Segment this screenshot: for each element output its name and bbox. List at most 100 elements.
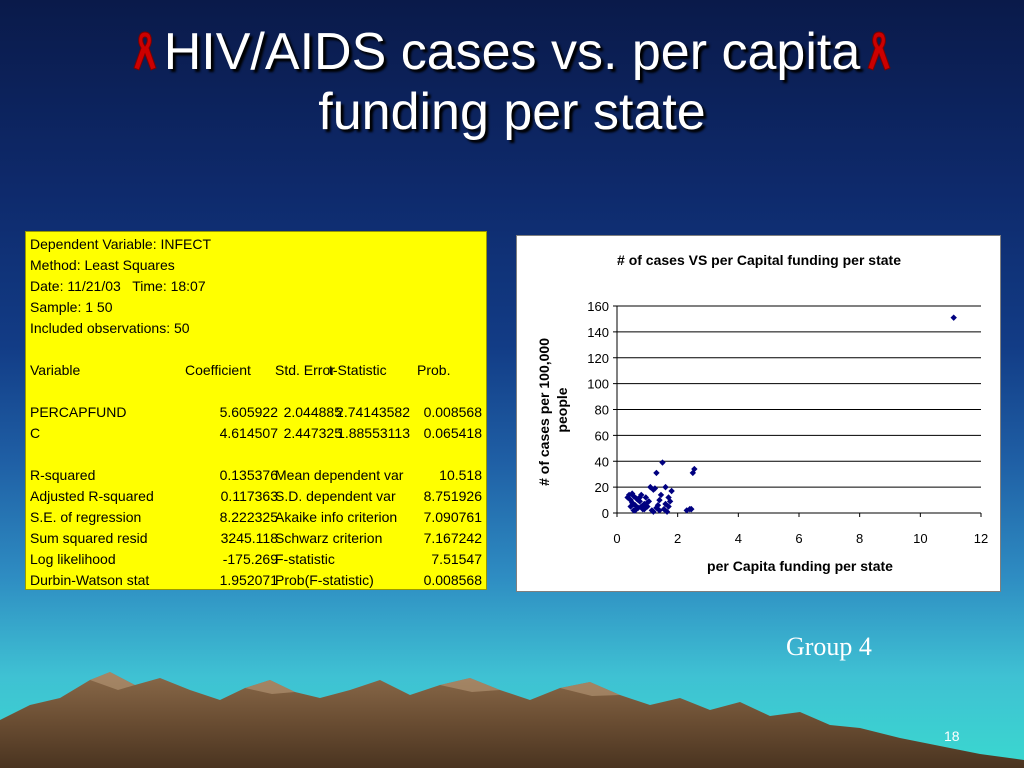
- aids-ribbon-icon: [867, 31, 891, 71]
- group-label: Group 4: [786, 632, 872, 661]
- y-tick-label: 40: [595, 454, 609, 469]
- x-tick-label: 8: [856, 531, 863, 546]
- scatter-chart-panel: # of cases VS per Capital funding per st…: [516, 235, 1001, 592]
- data-point: [659, 459, 666, 466]
- stat-label-2: Akaike info criterion: [275, 509, 398, 525]
- stat-value-2: 8.751926: [423, 488, 482, 504]
- coef-value: 4.614507: [219, 425, 278, 441]
- y-tick-label: 120: [587, 351, 609, 366]
- x-axis-label: per Capita funding per state: [707, 558, 893, 574]
- header-coefficient: Coefficient: [185, 362, 251, 378]
- coef-prob: 0.008568: [423, 404, 482, 420]
- stat-value: 0.135376: [219, 467, 278, 483]
- chart-title: # of cases VS per Capital funding per st…: [617, 252, 901, 268]
- stat-value-2: 7.167242: [423, 530, 482, 546]
- x-tick-label: 0: [613, 531, 620, 546]
- stat-label-2: F-statistic: [275, 551, 335, 567]
- axes: [613, 305, 982, 517]
- data-point: [691, 465, 698, 473]
- stat-label: S.E. of regression: [30, 509, 142, 525]
- tick-labels: 0 20 40 60 80 100 120 140 160 0 2 4 6 8 10 12: [587, 299, 988, 546]
- coef-prob: 0.065418: [423, 425, 482, 441]
- header-prob: Prob.: [417, 362, 451, 378]
- header-variable: Variable: [30, 362, 81, 378]
- x-tick-label: 12: [974, 531, 988, 546]
- mountain-range-illustration: [0, 672, 1024, 768]
- y-axis-label: # of cases per 100,000 people: [536, 334, 570, 486]
- header-row: Variable Coefficient Std. Error t-Statis…: [26, 360, 486, 381]
- y-tick-label: 140: [587, 325, 609, 340]
- title-line-2: funding per state: [318, 83, 706, 141]
- y-tick-label: 80: [595, 403, 609, 418]
- info-row: Dependent Variable: INFECT: [26, 234, 486, 255]
- stat-row: R-squared 0.135376 Mean dependent var 10…: [26, 465, 486, 486]
- stat-row: Durbin-Watson stat 1.952071 Prob(F-stati…: [26, 570, 486, 591]
- x-tick-label: 4: [735, 531, 742, 546]
- coef-variable: PERCAPFUND: [30, 404, 127, 420]
- info-date: Date: 11/21/03 Time: 18:07: [30, 278, 206, 294]
- data-point: [656, 496, 663, 504]
- stat-row: Sum squared resid 3245.118 Schwarz crite…: [26, 528, 486, 549]
- info-row: Sample: 1 50: [26, 297, 486, 318]
- info-sample: Sample: 1 50: [30, 299, 113, 315]
- data-point: [950, 314, 957, 321]
- data-point: [636, 494, 643, 501]
- slide-number: 18: [944, 728, 960, 744]
- stat-label: Durbin-Watson stat: [30, 572, 150, 588]
- stat-label: Log likelihood: [30, 551, 116, 567]
- info-method: Method: Least Squares: [30, 257, 175, 273]
- info-observations: Included observations: 50: [30, 320, 190, 336]
- aids-ribbon-icon: [133, 31, 157, 71]
- stat-value: 8.222325: [219, 509, 278, 525]
- data-point: [668, 487, 675, 495]
- stat-row: S.E. of regression 8.222325 Akaike info …: [26, 507, 486, 528]
- coef-t-stat: 1.88553113: [337, 425, 410, 441]
- title-text-1: HIV/AIDS cases vs. per capita: [163, 23, 861, 81]
- x-tick-label: 10: [913, 531, 927, 546]
- gridlines: [617, 305, 981, 488]
- info-row: Method: Least Squares: [26, 255, 486, 276]
- stat-label: R-squared: [30, 467, 96, 483]
- stat-label: Adjusted R-squared: [30, 488, 154, 504]
- y-tick-label: 160: [587, 299, 609, 314]
- data-points: [624, 314, 957, 515]
- stat-value-2: 7.51547: [431, 551, 482, 567]
- coefficient-row: C 4.614507 2.447325 1.88553113 0.065418: [26, 423, 486, 444]
- x-tick-label: 6: [795, 531, 802, 546]
- y-tick-label: 0: [602, 506, 609, 521]
- stat-value: 3245.118: [220, 530, 278, 546]
- coef-value: 5.605922: [219, 404, 278, 420]
- stat-row: Adjusted R-squared 0.117363 S.D. depende…: [26, 486, 486, 507]
- y-axis-label-line-1: # of cases per 100,000 people: [536, 334, 570, 486]
- info-row: Date: 11/21/03 Time: 18:07: [26, 276, 486, 297]
- data-point: [665, 503, 672, 510]
- stat-value: 1.952071: [219, 572, 278, 588]
- stat-label: Sum squared resid: [30, 530, 148, 546]
- info-row: Included observations: 50: [26, 318, 486, 339]
- stat-value-2: 0.008568: [423, 572, 482, 588]
- data-point: [656, 507, 663, 514]
- coef-std-error: 2.044885: [283, 404, 342, 420]
- data-point: [653, 469, 660, 477]
- stat-row: Log likelihood -175.269 F-statistic 7.51…: [26, 549, 486, 570]
- coefficient-row: PERCAPFUND 5.605922 2.044885 2.74143582 …: [26, 402, 486, 423]
- y-tick-label: 20: [595, 480, 609, 495]
- data-point: [660, 505, 668, 513]
- coef-std-error: 2.447325: [283, 425, 342, 441]
- stat-value: 0.117363: [220, 488, 278, 504]
- stat-label-2: Mean dependent var: [275, 467, 404, 483]
- stat-value-2: 10.518: [439, 467, 482, 483]
- regression-output-table: Dependent Variable: INFECT Method: Least…: [25, 231, 487, 590]
- header-std-error: Std. Error: [275, 362, 335, 378]
- stat-label-2: Prob(F-statistic): [275, 572, 374, 588]
- x-tick-label: 2: [674, 531, 681, 546]
- info-dependent-variable: Dependent Variable: INFECT: [30, 236, 212, 252]
- slide-title: HIV/AIDS cases vs. per capita funding pe…: [0, 22, 1024, 142]
- stat-value-2: 7.090761: [423, 509, 482, 525]
- header-t-statistic: t-Statistic: [329, 362, 387, 378]
- scatter-chart: # of cases VS per Capital funding per st…: [536, 252, 988, 574]
- y-tick-label: 100: [587, 377, 609, 392]
- title-line-1: HIV/AIDS cases vs. per capita: [0, 22, 1024, 82]
- y-tick-label: 60: [595, 428, 609, 443]
- stat-label-2: S.D. dependent var: [275, 488, 396, 504]
